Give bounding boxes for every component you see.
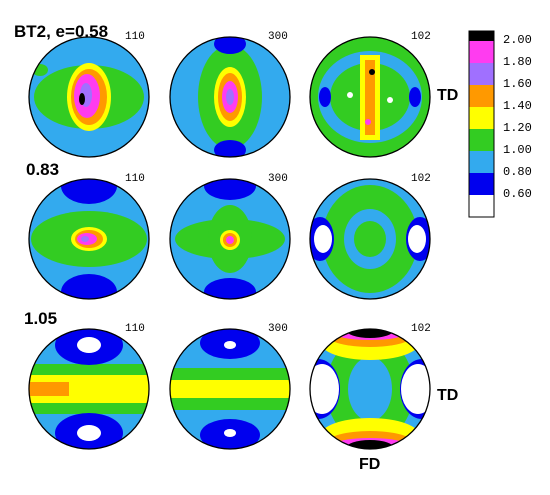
legend-tick-label: 1.20 xyxy=(503,121,532,135)
legend-color-bar xyxy=(468,30,495,218)
td-label-bottom: TD xyxy=(437,387,459,404)
legend-swatch xyxy=(469,31,494,41)
legend-swatch xyxy=(469,85,494,107)
legend-swatch xyxy=(469,173,494,195)
legend-swatch xyxy=(469,63,494,85)
pole-figure-r3-102 xyxy=(310,329,430,449)
pole-figure-r1-110 xyxy=(29,37,149,157)
legend-tick-label: 1.00 xyxy=(503,143,532,157)
pole-figure-r3-110 xyxy=(29,329,149,449)
pole-figure-r2-300 xyxy=(170,179,290,299)
td-label-top: TD xyxy=(437,87,459,104)
pole-label-r2-110: 110 xyxy=(125,173,145,185)
pole-figure-r2-102 xyxy=(310,179,430,299)
pole-label-r3-102: 102 xyxy=(411,323,431,335)
legend-swatch xyxy=(469,151,494,173)
legend-swatch xyxy=(469,107,494,129)
pole-figure-r3-300 xyxy=(170,329,290,449)
pole-label-r2-300: 300 xyxy=(268,173,288,185)
pole-label-r3-300: 300 xyxy=(268,323,288,335)
row-label-e058: BT2, e=0.58 xyxy=(14,22,109,41)
row-label-083: 0.83 xyxy=(26,160,60,179)
legend-tick-label: 0.60 xyxy=(503,187,532,201)
legend-border xyxy=(468,30,495,218)
legend-tick-label: 0.80 xyxy=(503,165,532,179)
pole-figure-r2-110 xyxy=(29,179,149,299)
pole-label-r1-110: 110 xyxy=(125,31,145,43)
pole-label-r3-110: 110 xyxy=(125,323,145,335)
legend-swatch xyxy=(469,41,494,63)
legend-swatch xyxy=(469,195,494,217)
pole-label-r1-102: 102 xyxy=(411,31,431,43)
pole-figure-r1-300 xyxy=(170,37,290,157)
fd-label: FD xyxy=(359,456,381,473)
row-label-105: 1.05 xyxy=(24,309,58,328)
legend-tick-label: 1.80 xyxy=(503,55,532,69)
pole-label-r2-102: 102 xyxy=(411,173,431,185)
legend-tick-label: 1.60 xyxy=(503,77,532,91)
legend-swatch xyxy=(469,129,494,151)
legend-tick-label: 1.40 xyxy=(503,99,532,113)
pole-label-r1-300: 300 xyxy=(268,31,288,43)
legend-tick-label: 2.00 xyxy=(503,33,532,47)
pole-figure-r1-102 xyxy=(310,37,430,157)
